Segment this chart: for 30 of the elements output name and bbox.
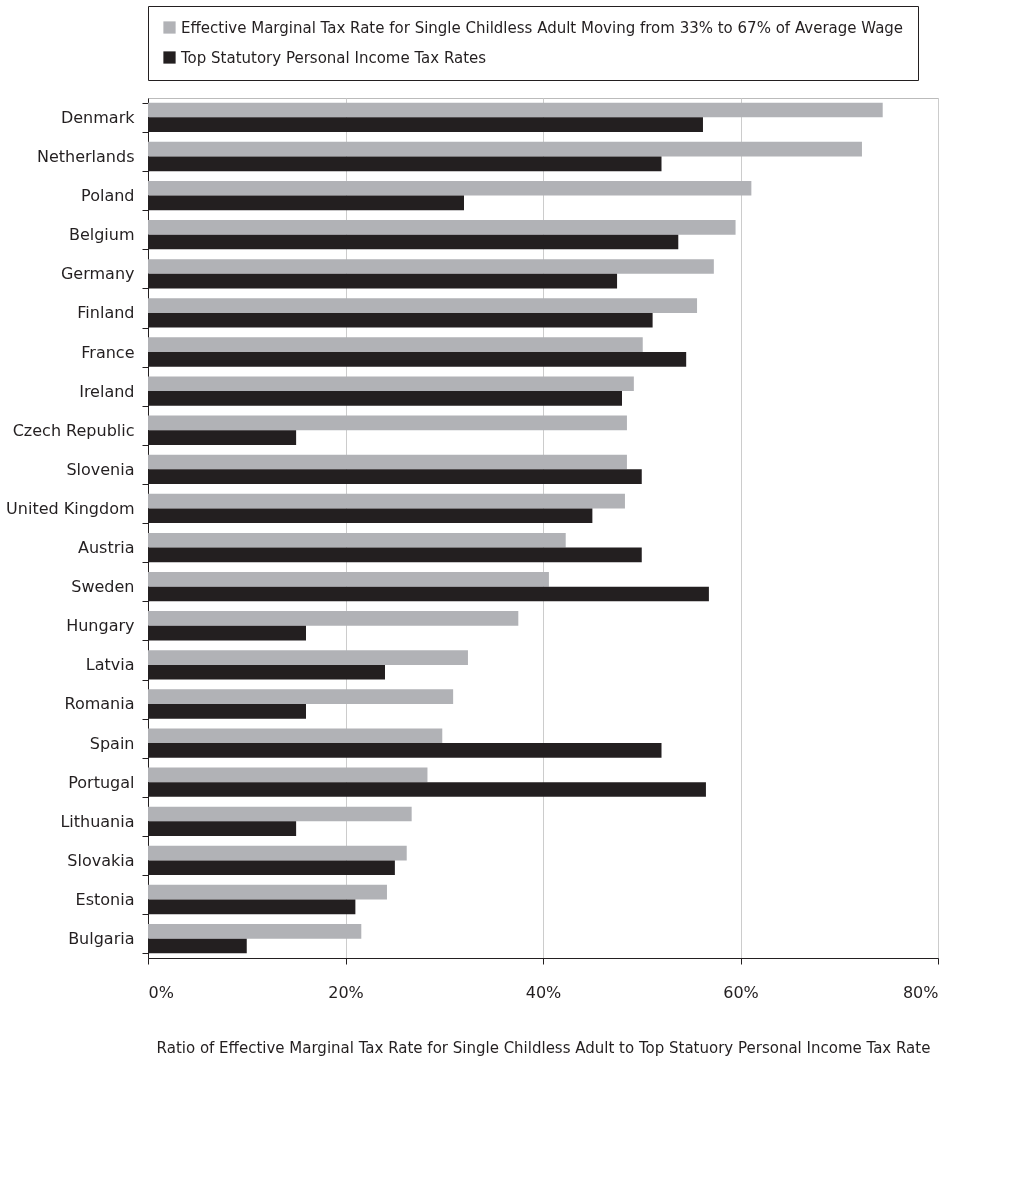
x-tick-label: 80% [902, 982, 939, 1002]
y-tick-label: Netherlands [36, 146, 135, 166]
legend-label: Effective Marginal Tax Rate for Single Childless Adult Moving from 33% to 67% of Average Wage [181, 18, 904, 37]
y-tick-label: Lithuania [60, 811, 135, 831]
y-tick-label: United Kingdom [6, 498, 135, 518]
y-tick-label: Estonia [75, 890, 135, 910]
y-tick-label: Portugal [68, 772, 135, 792]
y-tick-label: Spain [89, 733, 135, 753]
y-tick-label: Latvia [85, 655, 135, 675]
y-tick-label: Czech Republic [12, 420, 135, 440]
y-tick-label: France [81, 342, 135, 362]
y-tick-label: Austria [77, 538, 135, 558]
x-tick-label: 20% [328, 982, 364, 1002]
legend-label: Top Statutory Personal Income Tax Rates [180, 48, 487, 67]
y-tick-label: Slovenia [66, 459, 135, 479]
y-tick-label: Slovakia [67, 850, 135, 870]
x-tick-label: 60% [723, 982, 759, 1002]
y-tick-label: Romania [64, 694, 135, 714]
y-tick-label: Hungary [66, 616, 135, 636]
y-tick-label: Bulgaria [68, 929, 135, 949]
x-axis-title: Ratio of Effective Marginal Tax Rate for Single Childless Adult to Top Statuory Personal Income Tax Rate [156, 1038, 931, 1057]
y-tick-label: Belgium [68, 225, 135, 245]
y-tick-label: Denmark [60, 107, 136, 127]
y-tick-label: Sweden [71, 577, 135, 597]
y-tick-label: Poland [81, 186, 135, 206]
x-tick-label: 0% [148, 982, 174, 1002]
y-tick-label: Germany [60, 264, 135, 284]
y-tick-label: Finland [77, 303, 135, 323]
x-tick-label: 40% [525, 982, 562, 1002]
y-tick-label: Ireland [79, 381, 135, 401]
